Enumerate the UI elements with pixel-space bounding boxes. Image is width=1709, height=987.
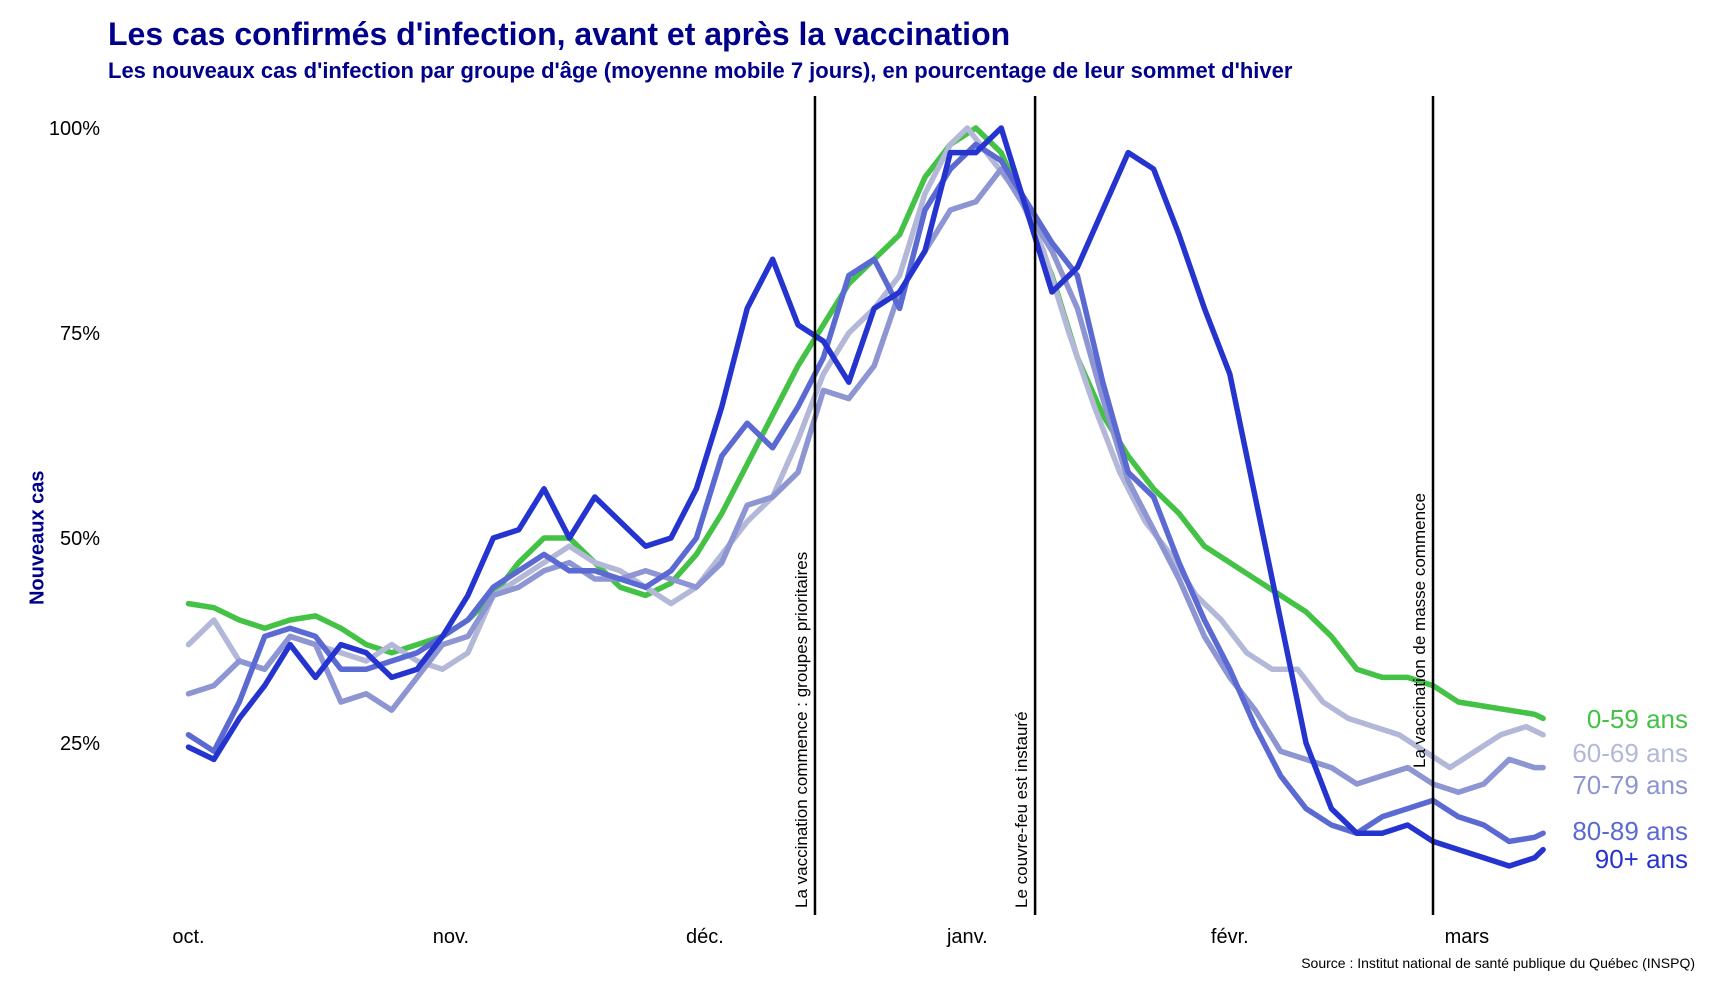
x-tick-label: févr.	[1211, 926, 1249, 948]
series-line	[185, 125, 1546, 771]
y-tick-label: 50%	[60, 528, 100, 550]
chart-title: Les cas confirmés d'infection, avant et …	[108, 16, 1011, 52]
series-label: 0-59 ans	[1587, 704, 1688, 734]
y-tick-label: 25%	[60, 733, 100, 755]
series-line	[185, 125, 1546, 722]
event-label: Le couvre-feu est instauré	[1012, 711, 1031, 908]
series-line	[185, 125, 1546, 869]
event-label: La vaccination de masse commence	[1410, 493, 1429, 768]
x-tick-label: nov.	[433, 926, 469, 948]
source-note: Source : Institut national de santé publ…	[1301, 955, 1695, 971]
chart-subtitle: Les nouveaux cas d'infection par groupe …	[108, 58, 1293, 83]
y-tick-label: 75%	[60, 323, 100, 345]
series-label: 70-79 ans	[1572, 770, 1688, 800]
series-label: 60-69 ans	[1572, 738, 1688, 768]
x-tick-label: janv.	[946, 926, 988, 948]
series-label: 90+ ans	[1595, 844, 1688, 874]
x-tick-label: mars	[1445, 926, 1489, 948]
event-label: La vaccination commence : groupes priori…	[792, 552, 811, 908]
x-tick-label: oct.	[172, 926, 204, 948]
series-line	[185, 141, 1546, 845]
x-tick-label: déc.	[686, 926, 724, 948]
series-line	[185, 166, 1546, 795]
y-tick-label: 100%	[49, 118, 100, 140]
series-label: 80-89 ans	[1572, 816, 1688, 846]
